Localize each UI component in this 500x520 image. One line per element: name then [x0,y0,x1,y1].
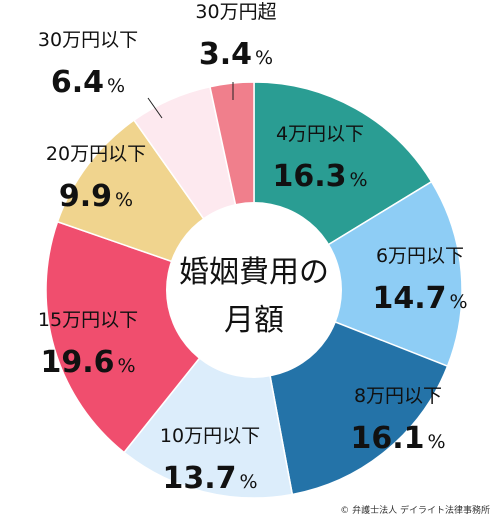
slice-2-value-label: 14.7% [372,281,467,316]
center-title-line-1: 婚姻費用の [179,255,329,290]
slice-6-category-label: 20万円以下 [46,143,146,165]
slice-2-category-label: 6万円以下 [376,245,464,267]
slice-8-category-label: 30万円超 [195,1,276,23]
slice-1-value-label: 16.3% [272,159,367,194]
slice-7-category-label: 30万円以下 [38,29,138,51]
slice-2 [252,180,463,368]
slice-3-value-label: 16.1% [350,421,445,456]
slice-labels: 4万円以下 16.3 % 6万円以下 14.7 % 8万円以下 16.1 % 10万円以下 13.7… [38,1,468,496]
center-title-line-2: 月額 [224,303,284,338]
donut-hole [166,202,342,378]
slice-4-value-label: 13.7% [162,461,257,496]
leader-lines [147,82,234,119]
slice-1-category-label: 4万円以下 [276,123,364,145]
slice-5-category-label: 15万円以下 [38,309,138,331]
slice-8-value-label: 3.4% [199,37,273,72]
slice-4-category-label: 10万円以下 [160,425,260,447]
slice-3-category-label: 8万円以下 [354,385,442,407]
slice-7-leader-line [147,97,163,119]
copyright-credit: © 弁護士法人 デイライト法律事務所 [340,506,490,516]
slice-5-value-label: 19.6% [40,345,135,380]
slice-6-value-label: 9.9% [59,179,133,214]
slice-7-value-label: 6.4% [51,65,125,100]
